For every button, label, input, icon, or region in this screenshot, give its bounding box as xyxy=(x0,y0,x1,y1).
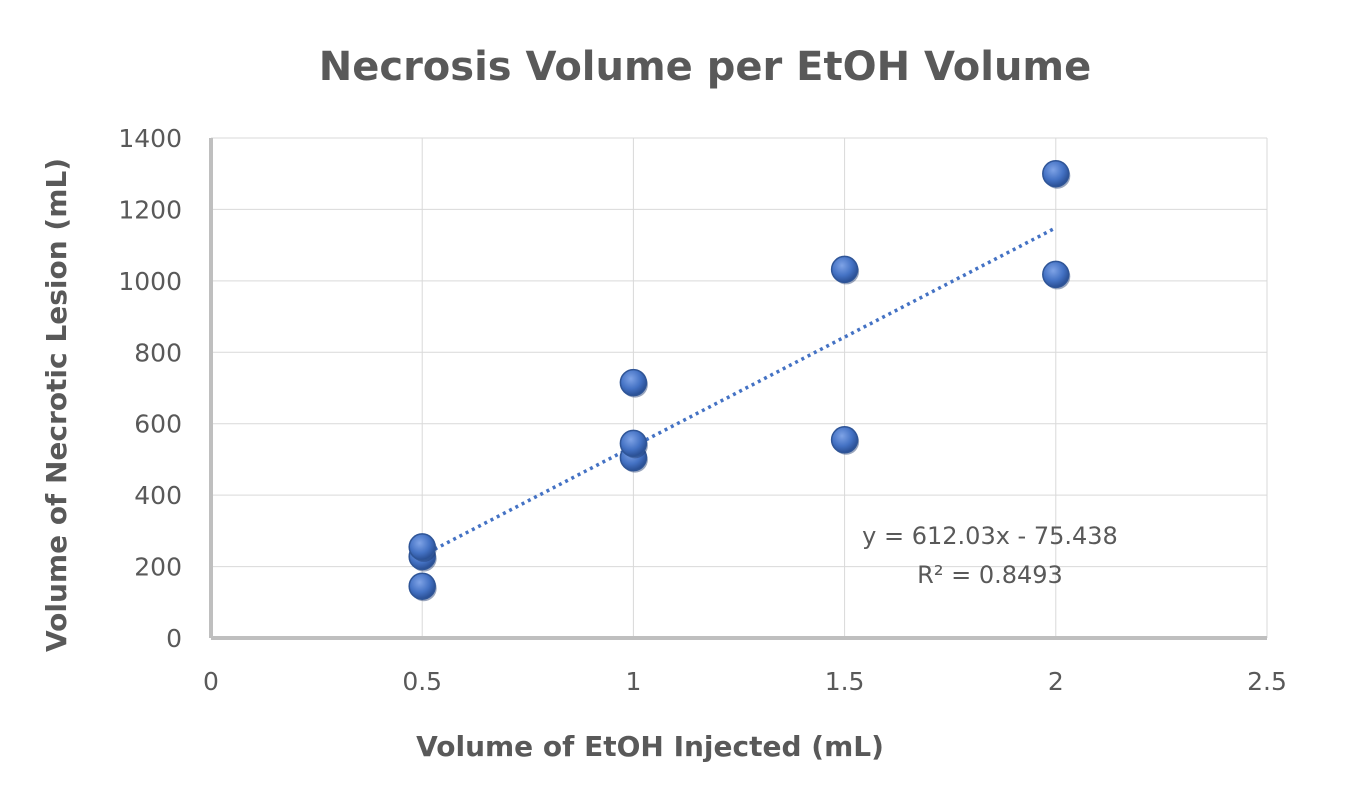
x-tick-label: 2 xyxy=(1048,667,1064,696)
data-point xyxy=(1042,260,1071,290)
y-tick-label: 0 xyxy=(166,624,182,653)
data-point xyxy=(1042,159,1071,189)
chart-title: Necrosis Volume per EtOH Volume xyxy=(319,44,1091,90)
y-axis-title: Volume of Necrotic Lesion (mL) xyxy=(40,158,73,652)
x-tick-label: 1 xyxy=(625,667,641,696)
data-point xyxy=(408,533,437,562)
y-tick-label: 800 xyxy=(134,338,182,367)
data-point xyxy=(830,255,860,285)
y-tick-label: 600 xyxy=(134,410,182,439)
x-axis-title: Volume of EtOH Injected (mL) xyxy=(416,730,884,763)
data-point xyxy=(619,429,648,459)
x-tick-label: 0.5 xyxy=(402,667,442,696)
data-point xyxy=(830,426,860,455)
y-tick-label: 1000 xyxy=(118,267,182,296)
x-tick-label: 1.5 xyxy=(825,667,865,696)
data-point xyxy=(408,572,437,602)
y-tick-label: 400 xyxy=(134,481,182,510)
trendline-group xyxy=(421,226,1057,558)
data-points xyxy=(408,159,1071,602)
x-tick-label: 0 xyxy=(203,667,219,696)
trendline-r-squared: R² = 0.8493 xyxy=(917,561,1063,589)
gridlines xyxy=(211,137,1268,638)
y-tick-label: 1200 xyxy=(118,195,182,224)
trendline-equation: y = 612.03x - 75.438 xyxy=(862,522,1118,550)
axes xyxy=(209,138,1267,640)
x-tick-label: 2.5 xyxy=(1247,667,1287,696)
tick-labels: 0 0.5 1 1.5 2 2.5 0 200 400 600 800 1000 1200 1400 xyxy=(118,124,1287,696)
data-point xyxy=(619,368,648,398)
y-tick-label: 200 xyxy=(134,553,182,582)
trendline xyxy=(421,226,1057,558)
y-tick-label: 1400 xyxy=(118,124,182,153)
